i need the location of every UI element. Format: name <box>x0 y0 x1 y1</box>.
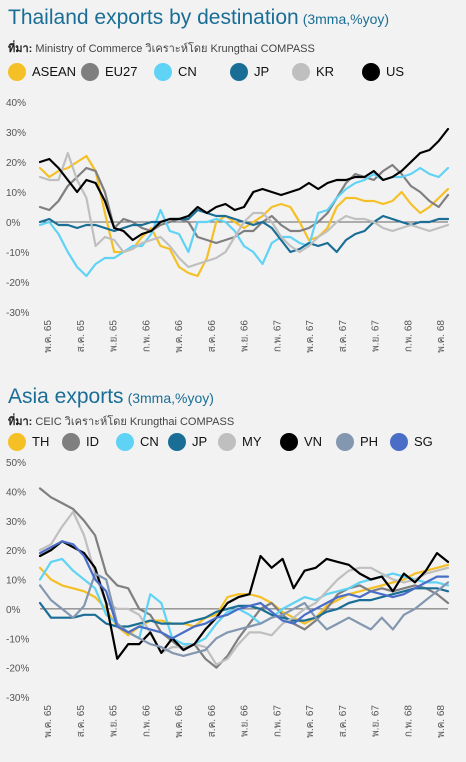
x-tick-label: ก.พ. 67 <box>272 705 283 738</box>
legend-swatch <box>362 63 380 81</box>
x-tick-label: พ.ย. 65 <box>109 320 120 352</box>
legend-label: JP <box>254 64 270 79</box>
y-tick-label: 30% <box>6 128 26 139</box>
y-tick-label: 50% <box>6 458 26 469</box>
legend-label: TH <box>32 434 50 449</box>
legend-swatch <box>336 433 354 451</box>
chart-title: Thailand exports by destination (3mma,%yo… <box>8 6 390 29</box>
series-line-vn <box>38 540 450 660</box>
y-tick-label: -20% <box>6 664 29 675</box>
legend-swatch <box>280 433 298 451</box>
series-line-ph <box>38 572 450 657</box>
x-tick-label: พ.ย. 66 <box>240 705 251 737</box>
legend-swatch <box>8 433 26 451</box>
legend-label: SG <box>414 434 433 449</box>
legend-label: ID <box>86 434 99 449</box>
y-tick-label: 20% <box>6 546 26 557</box>
legend-swatch <box>230 63 248 81</box>
legend-swatch <box>218 433 236 451</box>
y-tick-label: 30% <box>6 517 26 528</box>
y-tick-label: 40% <box>6 98 26 109</box>
y-tick-label: -30% <box>6 308 29 319</box>
y-tick-label: 0% <box>6 605 21 616</box>
legend-label: JP <box>192 434 208 449</box>
x-tick-label: ก.พ. 66 <box>141 705 152 738</box>
series-line-id <box>38 487 450 669</box>
x-tick-label: พ.ค. 66 <box>174 320 185 353</box>
x-tick-label: ส.ค. 65 <box>76 705 87 738</box>
legend-label: VN <box>304 434 323 449</box>
x-tick-label: ส.ค. 65 <box>76 320 87 353</box>
series-line-kr <box>38 151 450 269</box>
x-tick-label: ส.ค. 67 <box>338 705 349 738</box>
chart-source: ที่มา: Ministry of Commerce วิเคราะห์โดย… <box>8 43 315 55</box>
x-tick-label: พ.ย. 67 <box>371 320 382 352</box>
legend-label: EU27 <box>105 64 138 79</box>
legend-label: CN <box>140 434 159 449</box>
legend-swatch <box>168 433 186 451</box>
chart-panel-asia: Asia exports (3mma,%yoy) ที่มา: CEIC วิเค… <box>0 380 466 762</box>
x-tick-label: ก.พ. 66 <box>141 320 152 353</box>
x-tick-label: พ.ค. 66 <box>174 705 185 738</box>
series-line-asean <box>38 154 450 278</box>
x-tick-label: ก.พ. 68 <box>403 320 414 353</box>
chart-source: ที่มา: CEIC วิเคราะห์โดย Krungthai COMPA… <box>8 416 235 428</box>
series-line-us <box>38 127 450 242</box>
y-tick-label: 10% <box>6 188 26 199</box>
y-tick-label: -30% <box>6 693 29 704</box>
x-tick-label: พ.ค. 67 <box>305 320 316 353</box>
y-tick-label: -10% <box>6 248 29 259</box>
series-line-sg <box>38 540 450 640</box>
legend-swatch <box>154 63 172 81</box>
legend-swatch <box>292 63 310 81</box>
x-tick-label: พ.ค. 67 <box>305 705 316 738</box>
line-chart: 50% 40% 30% 20% 10% 0% -10% -20% -30% พ.ค. 65 ส.ค.… <box>6 458 450 738</box>
x-tick-label: พ.ย. 66 <box>240 320 251 352</box>
legend-swatch <box>8 63 26 81</box>
legend-swatch <box>116 433 134 451</box>
legend-label: US <box>386 64 405 79</box>
legend-label: ASEAN <box>32 64 77 79</box>
legend-label: PH <box>360 434 379 449</box>
series-line-my <box>38 510 450 666</box>
y-tick-label: 0% <box>6 218 21 229</box>
x-tick-label: พ.ค. 68 <box>436 705 447 738</box>
legend-label: MY <box>242 434 262 449</box>
y-tick-label: 40% <box>6 487 26 498</box>
legend-swatch <box>81 63 99 81</box>
series-line-jp <box>38 587 450 628</box>
y-tick-label: -20% <box>6 278 29 289</box>
chart-panel-thailand: Thailand exports by destination (3mma,%yo… <box>0 0 466 380</box>
x-tick-label: พ.ย. 67 <box>371 705 382 737</box>
x-tick-label: พ.ค. 65 <box>43 705 54 738</box>
chart-title: Asia exports (3mma,%yoy) <box>8 385 214 408</box>
legend-swatch <box>62 433 80 451</box>
x-tick-label: ส.ค. 66 <box>207 705 218 738</box>
x-tick-label: ก.พ. 68 <box>403 705 414 738</box>
legend-swatch <box>390 433 408 451</box>
x-tick-label: พ.ย. 65 <box>109 705 120 737</box>
x-tick-label: ส.ค. 66 <box>207 320 218 353</box>
legend-label: CN <box>178 64 197 79</box>
x-tick-label: ก.พ. 67 <box>272 320 283 353</box>
y-tick-label: 10% <box>6 576 26 587</box>
line-chart: 40% 30% 20% 10% 0% -10% -20% -30% พ.ค. 65 ส.ค. 65… <box>6 98 450 353</box>
series-line-eu27 <box>38 163 450 245</box>
y-tick-label: 20% <box>6 158 26 169</box>
y-tick-label: -10% <box>6 634 29 645</box>
x-tick-label: พ.ค. 65 <box>43 320 54 353</box>
legend-label: KR <box>316 64 335 79</box>
x-tick-label: ส.ค. 67 <box>338 320 349 353</box>
x-tick-label: พ.ค. 68 <box>436 320 447 353</box>
